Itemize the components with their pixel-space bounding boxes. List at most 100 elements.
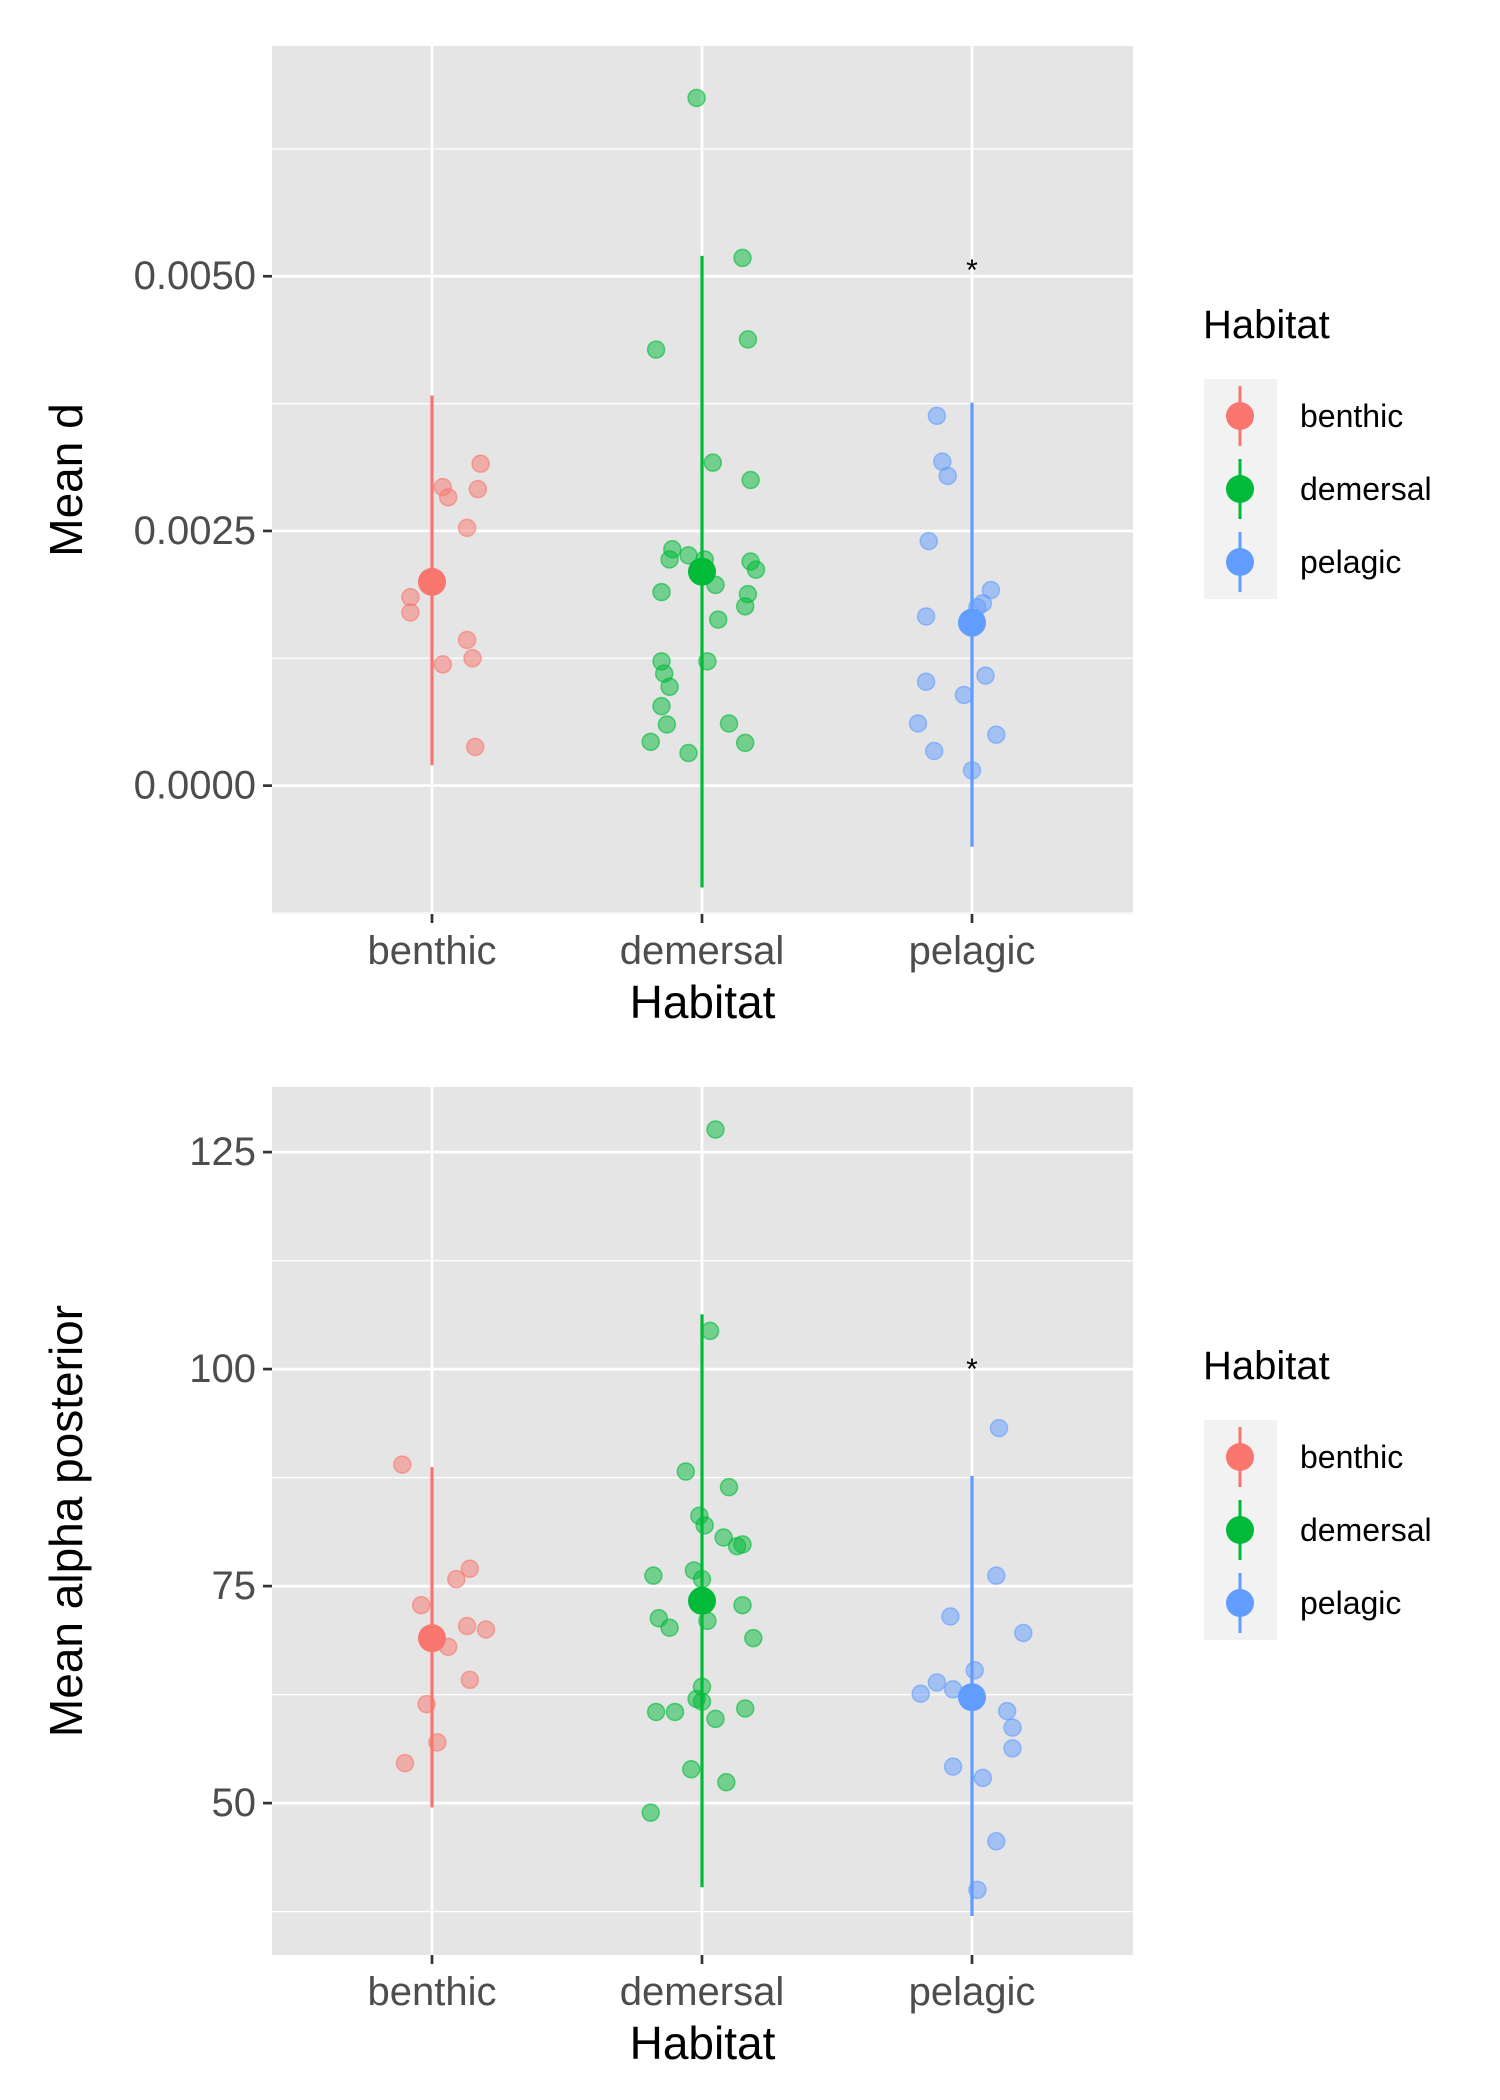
- data-point: [717, 1773, 736, 1792]
- y-axis-title: Mean alpha posterior: [40, 1305, 92, 1737]
- legend-entry-demersal: demersal: [1226, 459, 1432, 519]
- legend-key-dot: [1226, 1589, 1254, 1617]
- data-point: [735, 597, 755, 616]
- legend-label: benthic: [1300, 398, 1403, 434]
- data-point: [465, 737, 485, 757]
- data-point: [652, 696, 671, 716]
- y-tick-label: 0.0000: [134, 764, 256, 808]
- data-point: [401, 603, 420, 622]
- legend-label: pelagic: [1300, 1585, 1401, 1621]
- data-point: [395, 1753, 415, 1773]
- legend-label: pelagic: [1300, 544, 1401, 580]
- x-tick-label-pelagic: pelagic: [909, 1970, 1036, 2014]
- data-point: [692, 1692, 712, 1711]
- data-point: [911, 1684, 930, 1703]
- data-point: [646, 1702, 666, 1722]
- legend-label: demersal: [1300, 471, 1432, 507]
- legend-key-dot: [1226, 548, 1254, 576]
- data-point: [706, 1120, 725, 1139]
- x-axis-title: Habitat: [630, 2017, 776, 2069]
- data-point: [700, 1321, 720, 1341]
- series-pelagic: [911, 1418, 1033, 1916]
- data-point: [652, 582, 671, 602]
- data-point: [681, 1759, 701, 1779]
- chart-panel-2: 50 75 100 125 benthic demersal pelagic Habitat M…: [40, 1087, 1432, 2069]
- y-tick-label: 75: [212, 1564, 257, 1608]
- legend-entry-pelagic: pelagic: [1226, 1573, 1401, 1633]
- data-point: [987, 1832, 1006, 1851]
- data-point: [973, 594, 993, 613]
- data-point: [997, 1701, 1017, 1721]
- data-point: [954, 685, 974, 705]
- mean-point-pelagic: [958, 608, 986, 637]
- data-point: [660, 1618, 679, 1638]
- x-tick-label-benthic: benthic: [368, 1970, 497, 2014]
- data-point: [417, 1694, 436, 1714]
- legend-entry-demersal: demersal: [1226, 1500, 1432, 1560]
- data-point: [733, 1595, 752, 1615]
- data-point: [471, 454, 490, 473]
- mean-point-benthic: [418, 1624, 446, 1653]
- data-point: [433, 655, 453, 674]
- data-point: [733, 1535, 752, 1554]
- legend-entry-benthic: benthic: [1226, 1427, 1403, 1487]
- x-tick-label-pelagic: pelagic: [909, 929, 1036, 973]
- x-tick-label-benthic: benthic: [368, 929, 497, 973]
- data-point: [973, 1768, 993, 1788]
- data-point: [438, 488, 458, 507]
- data-point: [698, 652, 717, 671]
- legend: Habitat benthic demersal pelagic: [1203, 1344, 1432, 1640]
- data-point: [460, 1670, 480, 1690]
- mean-point-pelagic: [958, 1683, 986, 1712]
- data-point: [476, 1620, 496, 1639]
- data-point: [401, 587, 420, 607]
- y-axis-title: Mean d: [40, 403, 92, 556]
- data-point: [447, 1569, 466, 1589]
- y-tick-label: 50: [212, 1781, 257, 1825]
- data-point: [981, 580, 1001, 600]
- data-point: [714, 1528, 733, 1547]
- data-point: [987, 725, 1006, 744]
- data-point: [687, 88, 706, 108]
- legend-entry-benthic: benthic: [1226, 386, 1403, 446]
- x-tick-label-demersal: demersal: [620, 929, 785, 973]
- data-point: [641, 1803, 660, 1822]
- y-tick-label: 100: [189, 1347, 256, 1391]
- data-point: [989, 1418, 1009, 1438]
- legend-key-dot: [1226, 1516, 1254, 1544]
- y-tick-label: 0.0025: [134, 509, 256, 553]
- data-point: [746, 560, 766, 579]
- data-point: [1003, 1718, 1022, 1737]
- data-point: [1003, 1739, 1022, 1758]
- data-point: [916, 607, 936, 626]
- data-point: [457, 630, 477, 650]
- mean-point-benthic: [418, 567, 446, 596]
- legend-key-dot: [1226, 475, 1254, 503]
- data-point: [428, 1733, 447, 1752]
- data-point: [968, 1880, 987, 1900]
- x-axis-title: Habitat: [630, 976, 776, 1028]
- data-point: [468, 479, 488, 499]
- data-point: [703, 453, 723, 472]
- data-point: [644, 1566, 663, 1585]
- mean-point-demersal: [688, 1586, 716, 1615]
- series-demersal: [641, 88, 766, 888]
- data-point: [1014, 1623, 1033, 1643]
- chart-panel-1: 0.0000 0.0025 0.0050 benthic demersal pelagic…: [40, 46, 1432, 1028]
- significance-marker: *: [966, 1353, 978, 1386]
- data-point: [927, 406, 947, 426]
- legend-key-dot: [1226, 402, 1254, 430]
- data-point: [679, 743, 698, 763]
- data-point: [411, 1595, 431, 1615]
- data-point: [393, 1455, 412, 1474]
- data-point: [698, 1611, 717, 1631]
- legend-entry-pelagic: pelagic: [1226, 532, 1401, 592]
- data-point: [735, 1699, 755, 1718]
- legend-label: benthic: [1300, 1439, 1403, 1475]
- data-point: [924, 741, 944, 761]
- data-point: [908, 714, 928, 733]
- x-tick-label-demersal: demersal: [620, 1970, 785, 2014]
- data-point: [965, 1661, 984, 1680]
- data-point: [733, 248, 752, 268]
